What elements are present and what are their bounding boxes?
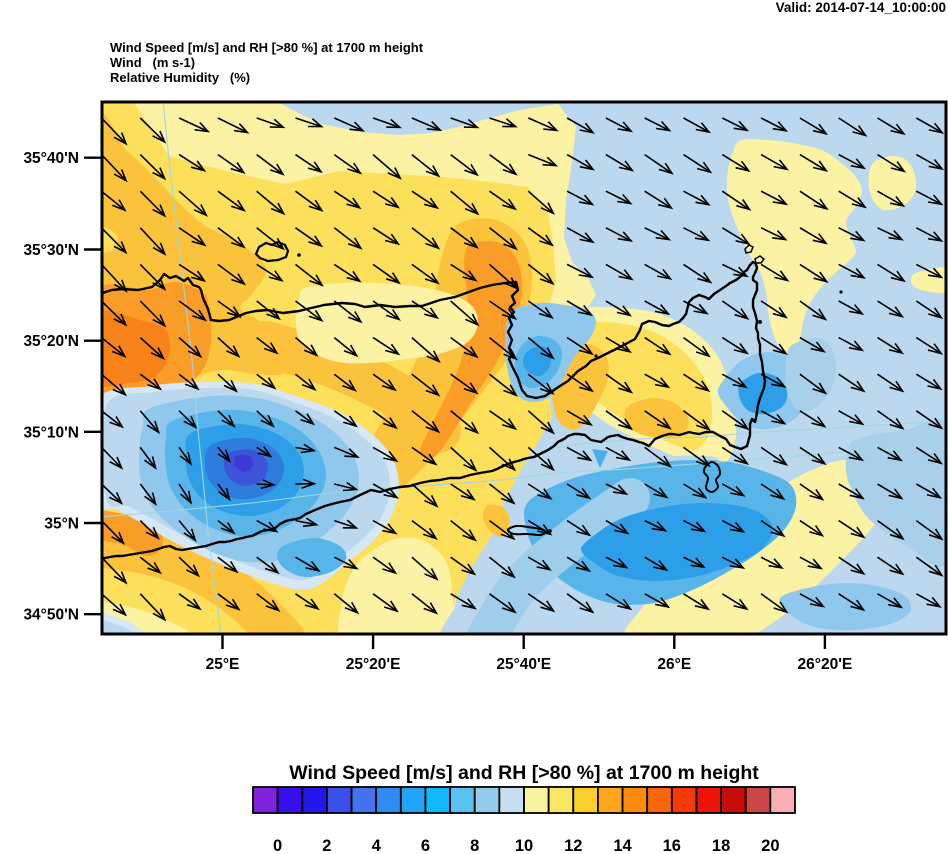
svg-text:6: 6: [421, 837, 430, 854]
svg-text:34°50'N: 34°50'N: [23, 607, 79, 624]
svg-text:16: 16: [663, 837, 681, 854]
svg-text:2: 2: [322, 837, 331, 854]
svg-text:26°20'E: 26°20'E: [798, 656, 853, 673]
svg-text:Relative Humidity (%): Relative Humidity (%): [110, 70, 250, 85]
svg-text:Wind Speed [m/s] and RH [>80 %: Wind Speed [m/s] and RH [>80 %] at 1700 …: [289, 762, 759, 784]
svg-text:35°40'N: 35°40'N: [23, 150, 79, 167]
svg-text:Wind (m s-1): Wind (m s-1): [110, 55, 195, 70]
svg-text:0: 0: [273, 837, 282, 854]
svg-text:14: 14: [613, 837, 632, 854]
svg-text:35°30'N: 35°30'N: [23, 242, 79, 259]
svg-text:12: 12: [564, 837, 582, 854]
svg-text:Valid: 2014-07-14_10:00:00: Valid: 2014-07-14_10:00:00: [776, 0, 946, 15]
svg-text:10: 10: [515, 837, 533, 854]
svg-text:25°40'E: 25°40'E: [496, 656, 551, 673]
svg-text:Wind Speed [m/s] and RH [>80 %: Wind Speed [m/s] and RH [>80 %] at 1700 …: [110, 40, 424, 55]
svg-text:18: 18: [712, 837, 730, 854]
svg-text:4: 4: [372, 837, 382, 854]
svg-text:25°20'E: 25°20'E: [346, 656, 401, 673]
svg-text:26°E: 26°E: [657, 656, 691, 673]
svg-text:35°N: 35°N: [44, 516, 79, 533]
svg-text:25°E: 25°E: [206, 656, 240, 673]
svg-text:35°20'N: 35°20'N: [23, 333, 79, 350]
svg-text:20: 20: [761, 837, 779, 854]
svg-text:8: 8: [470, 837, 479, 854]
svg-text:35°10'N: 35°10'N: [23, 424, 79, 441]
